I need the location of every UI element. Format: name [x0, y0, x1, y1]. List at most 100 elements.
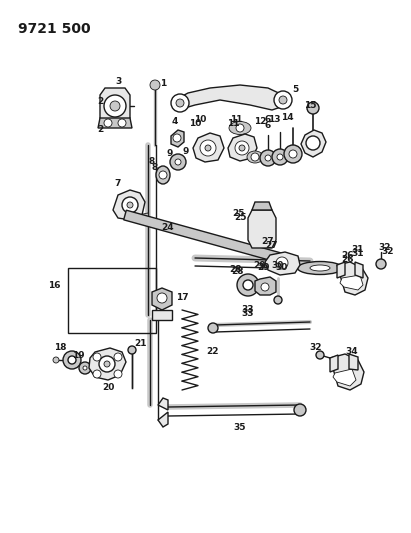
Circle shape [128, 346, 136, 354]
Text: 8: 8 [152, 164, 158, 173]
Circle shape [79, 362, 91, 374]
Circle shape [376, 259, 386, 269]
Circle shape [104, 361, 110, 367]
Circle shape [114, 353, 122, 361]
Polygon shape [89, 348, 126, 380]
Polygon shape [193, 133, 224, 162]
Circle shape [171, 94, 189, 112]
Circle shape [173, 134, 181, 142]
Text: 11: 11 [227, 119, 239, 128]
Circle shape [150, 80, 160, 90]
Text: 18: 18 [54, 343, 66, 352]
Text: 34: 34 [346, 348, 358, 357]
Polygon shape [337, 262, 368, 295]
Circle shape [208, 323, 218, 333]
Text: 10: 10 [194, 116, 206, 125]
Text: 14: 14 [281, 114, 293, 123]
Polygon shape [255, 277, 276, 295]
Circle shape [279, 96, 287, 104]
Text: 21: 21 [134, 338, 146, 348]
Circle shape [170, 154, 186, 170]
Polygon shape [330, 355, 338, 372]
Text: 35: 35 [234, 424, 246, 432]
Text: 10: 10 [189, 118, 201, 127]
Text: 32: 32 [379, 244, 391, 253]
Polygon shape [301, 130, 326, 157]
Text: 2: 2 [97, 125, 103, 134]
Polygon shape [171, 130, 184, 147]
Polygon shape [158, 412, 168, 427]
Circle shape [93, 353, 101, 361]
Text: 19: 19 [72, 351, 84, 359]
Circle shape [200, 140, 216, 156]
Circle shape [237, 274, 259, 296]
Circle shape [316, 351, 324, 359]
Text: 7: 7 [115, 179, 121, 188]
Polygon shape [337, 262, 345, 278]
Circle shape [276, 257, 288, 269]
Polygon shape [152, 310, 172, 320]
Circle shape [122, 197, 138, 213]
Text: 28: 28 [231, 268, 243, 277]
Circle shape [265, 155, 271, 161]
Polygon shape [175, 85, 287, 110]
Text: 22: 22 [206, 348, 218, 357]
Circle shape [205, 145, 211, 151]
Text: 33: 33 [242, 305, 254, 314]
Text: 12: 12 [254, 117, 266, 126]
Circle shape [307, 102, 319, 114]
Circle shape [127, 202, 133, 208]
Circle shape [68, 356, 76, 364]
Polygon shape [124, 210, 296, 267]
Ellipse shape [247, 151, 263, 163]
Circle shape [294, 404, 306, 416]
Text: 9: 9 [167, 149, 173, 157]
Circle shape [260, 150, 276, 166]
Text: 3: 3 [115, 77, 121, 86]
Circle shape [236, 124, 244, 132]
Text: 2: 2 [97, 98, 103, 107]
Circle shape [99, 356, 115, 372]
Circle shape [157, 293, 167, 303]
Text: 9: 9 [183, 148, 189, 157]
Circle shape [104, 119, 112, 127]
Circle shape [284, 145, 302, 163]
Circle shape [239, 145, 245, 151]
Polygon shape [158, 398, 168, 410]
Text: 6: 6 [265, 115, 271, 124]
Text: 13: 13 [268, 116, 280, 125]
Circle shape [83, 366, 87, 370]
Circle shape [274, 91, 292, 109]
Polygon shape [330, 354, 364, 390]
Polygon shape [228, 134, 257, 161]
Text: 32: 32 [310, 343, 322, 351]
Text: 26: 26 [342, 255, 354, 264]
Polygon shape [355, 262, 363, 278]
Text: 11: 11 [230, 116, 242, 125]
Circle shape [274, 296, 282, 304]
Bar [68, 268, 156, 333]
Text: 29: 29 [258, 263, 270, 272]
Circle shape [110, 101, 120, 111]
Circle shape [289, 150, 297, 158]
Polygon shape [98, 118, 132, 128]
Circle shape [93, 370, 101, 378]
Text: 31: 31 [352, 246, 364, 254]
Text: 20: 20 [102, 384, 114, 392]
Text: 25: 25 [232, 208, 244, 217]
Text: 25: 25 [234, 214, 246, 222]
Circle shape [53, 357, 59, 363]
Text: 31: 31 [352, 249, 364, 259]
Text: 33: 33 [242, 309, 254, 318]
Text: 26: 26 [342, 252, 354, 261]
Text: 17: 17 [175, 294, 188, 303]
Circle shape [261, 283, 269, 291]
Polygon shape [349, 354, 358, 370]
Polygon shape [340, 275, 363, 290]
Circle shape [176, 99, 184, 107]
Circle shape [243, 280, 253, 290]
Text: 32: 32 [382, 247, 394, 256]
Text: 28: 28 [229, 265, 241, 274]
Text: 30: 30 [276, 263, 288, 272]
Polygon shape [138, 213, 150, 224]
